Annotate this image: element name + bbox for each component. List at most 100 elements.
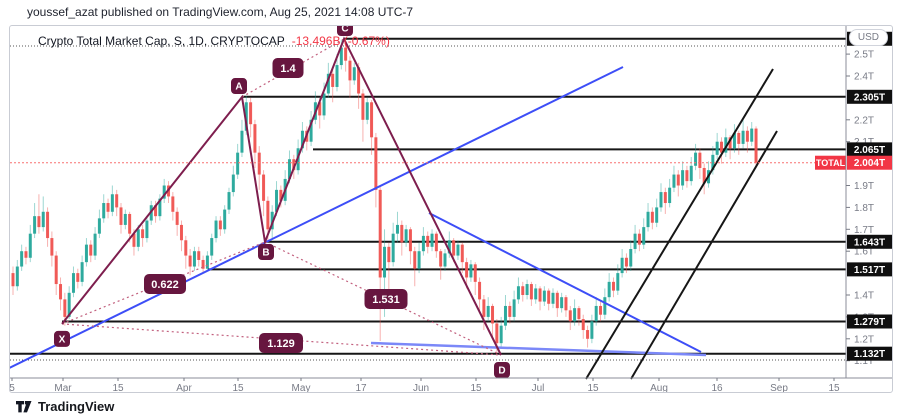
candle-body <box>141 229 145 239</box>
candle-body <box>344 47 348 61</box>
candle-body <box>378 189 382 278</box>
pattern-point-badge[interactable] <box>231 78 247 95</box>
svg-text:15: 15 <box>232 383 244 392</box>
candle-body <box>590 321 594 339</box>
svg-text:1.531: 1.531 <box>372 294 400 306</box>
svg-text:17: 17 <box>355 383 367 392</box>
candle-body <box>270 211 274 230</box>
candle-body <box>676 174 680 186</box>
fib-ratio-label[interactable] <box>144 274 186 294</box>
candle-body <box>387 246 391 263</box>
blue-trend-line[interactable] <box>428 212 702 353</box>
publish-byline: youssef_azat published on TradingView.co… <box>27 5 414 19</box>
candle-body <box>59 284 63 300</box>
fib-ratio-label[interactable] <box>259 333 303 353</box>
candle-body <box>525 284 529 295</box>
candle-body <box>547 290 551 304</box>
candle-body <box>253 124 257 153</box>
pattern-point-badge[interactable] <box>54 330 70 347</box>
candle-body <box>132 233 136 247</box>
candle-body <box>162 185 166 199</box>
candle-body <box>486 305 490 317</box>
fib-ratio-label[interactable] <box>364 289 408 309</box>
pattern-point-badge[interactable] <box>337 26 353 36</box>
candle-body <box>33 216 37 234</box>
candle-body <box>154 205 158 217</box>
candle-body <box>236 152 240 175</box>
tradingview-attribution[interactable]: TradingView <box>16 399 114 414</box>
currency-toggle-button[interactable]: USD <box>848 29 888 46</box>
candle-body <box>223 209 227 230</box>
svg-text:1.9T: 1.9T <box>854 181 874 192</box>
candle-body <box>227 192 231 210</box>
svg-text:5: 5 <box>10 383 15 392</box>
candle-body <box>681 170 685 186</box>
time-axis[interactable]: 5 Mar 15 Apr 15 May 17 Jun 15 Jul 15 Aug 16 Sep 15 <box>10 377 892 392</box>
horizontal-level-rays[interactable] <box>10 37 846 361</box>
candle-body <box>184 240 188 256</box>
candle-body <box>491 305 495 324</box>
candle-body <box>581 319 585 331</box>
symbol-total-tag <box>815 155 846 170</box>
candle-body <box>737 132 741 144</box>
candle-body <box>71 273 75 293</box>
candle-body <box>352 67 356 81</box>
candle-body <box>67 292 71 317</box>
chart-legend[interactable]: Crypto Total Market Cap, S, 1D, CRYPTOCA… <box>38 34 390 48</box>
candle-body <box>460 244 464 263</box>
pattern-fib-connector[interactable] <box>61 241 266 325</box>
candle-body <box>568 310 572 322</box>
svg-text:1.132T: 1.132T <box>854 349 885 360</box>
candle-body <box>564 297 568 311</box>
candle-body <box>516 286 520 300</box>
pattern-point-badge[interactable] <box>494 362 510 379</box>
candle-body <box>551 292 555 304</box>
candle-body <box>629 249 633 267</box>
last-price-pill <box>847 155 892 170</box>
candle-body <box>84 244 88 263</box>
candle-body <box>80 262 84 282</box>
candle-body <box>374 137 378 190</box>
candle-body <box>318 102 322 116</box>
candle-body <box>171 196 175 212</box>
svg-text:15: 15 <box>828 383 840 392</box>
ascending-channel-line[interactable] <box>585 68 774 380</box>
candle-body <box>179 224 183 241</box>
candle-body <box>145 220 149 239</box>
candle-body <box>188 255 192 267</box>
svg-text:15: 15 <box>587 383 599 392</box>
candle-body <box>478 281 482 300</box>
candle-body <box>15 266 19 287</box>
candle-body <box>279 189 283 201</box>
blue-trend-line[interactable] <box>10 66 624 372</box>
candle-body <box>430 233 434 247</box>
candle-body <box>465 262 469 278</box>
candle-body <box>275 189 279 212</box>
ascending-channel-line[interactable] <box>630 130 778 380</box>
candle-body <box>607 281 611 298</box>
candle-body <box>128 213 132 234</box>
candle-body <box>689 165 693 182</box>
candle-body <box>668 187 672 204</box>
blue-support-line[interactable] <box>370 341 707 357</box>
candle-body <box>724 137 728 153</box>
chart-canvas[interactable]: X A B C D 0.622 1.4 1.531 1.129 TOTAL 2.5T 2.4T 2.2T… <box>10 26 892 392</box>
candle-body <box>512 299 516 317</box>
chart-title: Crypto Total Market Cap, S, 1D, CRYPTOCA… <box>38 34 285 48</box>
trend-lines[interactable] <box>10 66 778 380</box>
candle-body <box>300 130 304 149</box>
candle-body <box>719 141 723 153</box>
fib-ratio-label[interactable] <box>272 58 304 78</box>
xabcd-pattern[interactable]: X A B C D 0.622 1.4 1.531 1.129 <box>54 26 510 379</box>
svg-text:1.517T: 1.517T <box>854 265 885 276</box>
candle-body <box>115 194 119 208</box>
price-axis[interactable]: 2.5T2.4T2.2T2.1T1.9T1.8T1.7T1.6T1.4T1.3T… <box>845 26 892 378</box>
svg-text:1.643T: 1.643T <box>854 237 885 248</box>
candle-body <box>732 132 736 149</box>
svg-text:15: 15 <box>470 383 482 392</box>
pattern-point-badge[interactable] <box>258 244 274 261</box>
candle-body <box>119 207 123 225</box>
candle-body <box>231 174 235 193</box>
candle-body <box>620 257 624 274</box>
pattern-polyline[interactable] <box>61 36 502 356</box>
